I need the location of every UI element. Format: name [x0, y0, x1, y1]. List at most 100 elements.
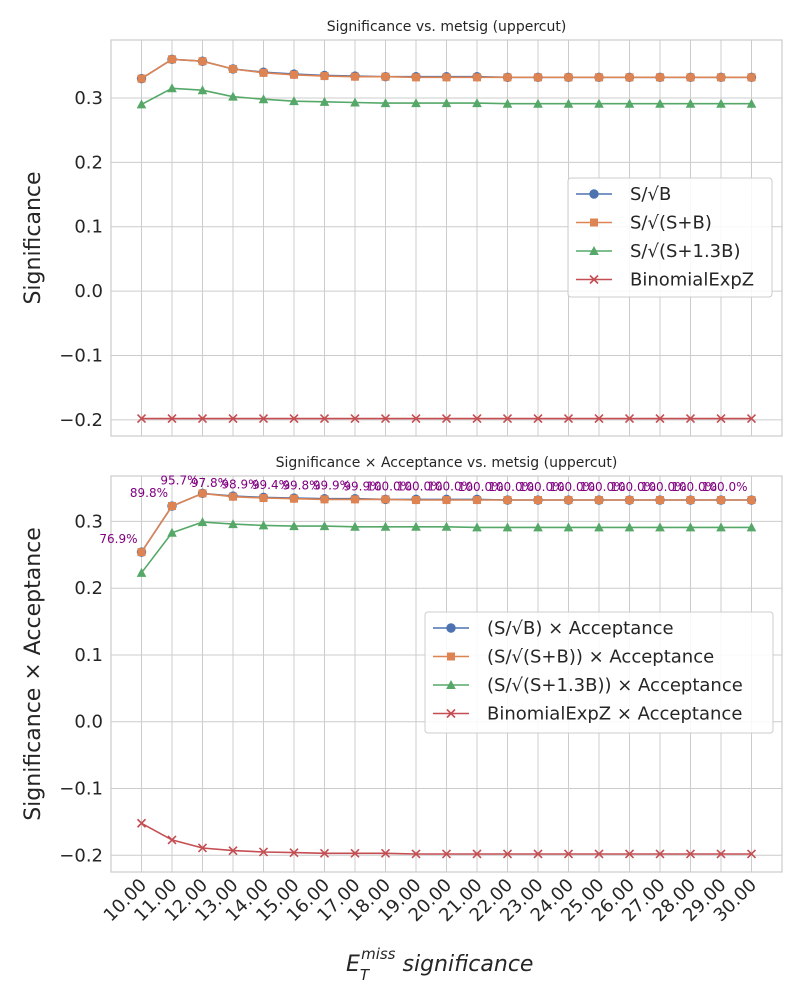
data-point [136, 567, 147, 577]
data-point [716, 414, 726, 424]
data-point [411, 98, 421, 108]
acceptance-label: 100.0% [488, 480, 534, 494]
acceptance-label: 100.0% [549, 480, 595, 494]
data-point [656, 73, 664, 82]
legend-box [567, 177, 773, 298]
data-point [198, 489, 207, 498]
y-tick-label: −0.1 [59, 779, 103, 800]
data-point [625, 496, 634, 505]
data-point [167, 835, 177, 845]
data-point [624, 849, 635, 859]
legend: S/√B S/√(S+B) S/√(S+1.3B) BinomialExpZ [567, 177, 773, 298]
data-point [441, 98, 452, 108]
acceptance-label: 97.8% [191, 476, 229, 490]
data-point [564, 73, 573, 82]
data-point [716, 522, 726, 532]
acceptance-label: 98.9% [221, 477, 259, 491]
data-point [563, 98, 574, 108]
data-point [167, 83, 177, 93]
data-point [716, 98, 726, 108]
legend-label: (S/√B) × Acceptance [487, 618, 674, 639]
y-tick-label: 0.1 [74, 217, 103, 238]
legend-swatch-marker [446, 708, 456, 719]
data-point [320, 495, 329, 504]
series-2 [137, 55, 756, 83]
data-point [563, 522, 574, 532]
data-point [319, 414, 330, 424]
data-point [717, 496, 725, 505]
data-point [533, 98, 543, 108]
data-point [441, 521, 452, 531]
legend-item: (S/√(S+B)) × Acceptance [433, 647, 714, 668]
data-point [136, 99, 147, 109]
data-point [716, 849, 726, 859]
data-point [319, 848, 330, 858]
legend-swatch-marker [589, 274, 599, 285]
y-tick-label: 0.3 [74, 511, 103, 532]
data-point [380, 521, 391, 531]
chart-panel-1: Significance vs. metsig (uppercut) −0.2 −0… [21, 19, 783, 437]
data-point [168, 502, 176, 511]
data-point [472, 414, 482, 424]
legend-swatch-marker [589, 246, 599, 255]
data-point [411, 414, 421, 424]
data-point [747, 73, 756, 82]
y-tick-label: 0.0 [74, 712, 103, 733]
data-point [350, 848, 360, 858]
acceptance-label: 89.8% [130, 486, 168, 500]
data-point [624, 522, 635, 532]
data-point [380, 98, 391, 108]
data-point [472, 98, 482, 108]
data-point [197, 517, 208, 527]
legend-label: S/√(S+1.3B) [630, 241, 741, 262]
data-point [686, 496, 695, 505]
data-point [350, 97, 360, 107]
data-point [228, 519, 238, 529]
chart-title: Significance vs. metsig (uppercut) [327, 19, 567, 35]
data-point [624, 414, 635, 424]
data-point [534, 73, 542, 82]
data-point [259, 68, 268, 77]
y-tick-label: 0.1 [74, 645, 103, 666]
data-point [350, 521, 360, 531]
data-point [229, 64, 237, 73]
data-point [503, 496, 512, 505]
legend-label: (S/√(S+B)) × Acceptance [487, 647, 714, 668]
x-axis-label-sup: miss [361, 945, 396, 963]
data-point [563, 849, 574, 859]
x-axis-label-main: E [346, 952, 360, 977]
data-point [625, 73, 634, 82]
legend-label: BinomialExpZ × Acceptance [487, 704, 742, 725]
data-point [411, 849, 421, 859]
data-point [198, 57, 207, 66]
data-point [624, 98, 635, 108]
data-point [290, 494, 298, 503]
acceptance-label: 100.0% [427, 479, 473, 493]
data-point [412, 73, 420, 82]
legend-label: S/√B [630, 184, 671, 205]
data-point [442, 496, 451, 505]
legend-swatch-marker [590, 218, 598, 227]
data-point [289, 521, 299, 531]
y-axis-label: Significance [21, 171, 46, 304]
data-point [595, 73, 603, 82]
data-point [717, 73, 725, 82]
series-4 [136, 414, 757, 424]
data-point [167, 414, 177, 424]
data-point [533, 522, 543, 532]
legend-item: BinomialExpZ [576, 270, 754, 291]
data-point [594, 849, 604, 859]
acceptance-label: 100.0% [702, 480, 748, 494]
data-point [502, 414, 513, 424]
data-point [411, 521, 421, 531]
data-point [685, 414, 696, 424]
legend-swatch-marker [446, 680, 456, 689]
chart-title: Significance × Acceptance vs. metsig (up… [276, 455, 618, 471]
y-tick-label: 0.2 [74, 152, 103, 173]
data-point [229, 492, 237, 501]
data-point [685, 98, 696, 108]
legend-label: (S/√(S+1.3B)) × Acceptance [487, 675, 743, 696]
acceptance-label: 100.0% [641, 480, 687, 494]
x-axis-label-rest: significance [396, 952, 534, 977]
